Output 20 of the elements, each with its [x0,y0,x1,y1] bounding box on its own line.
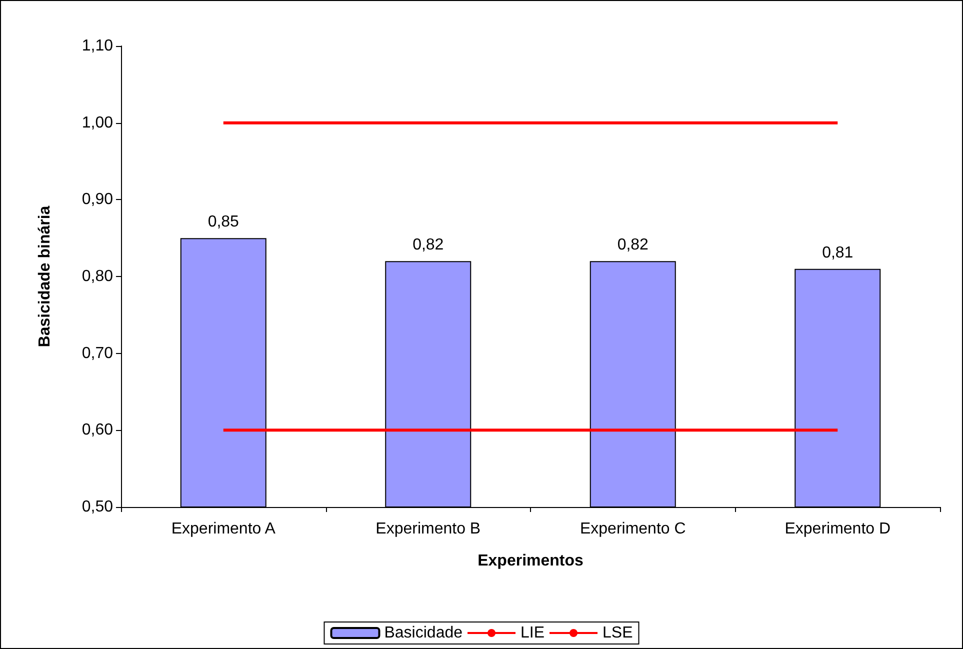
y-tick-label: 0,60 [82,422,114,439]
y-tick-label: 0,70 [82,344,114,362]
y-tick-label: 0,90 [82,191,114,208]
y-tick-label: 0,50 [82,498,114,516]
x-tick-label: Experimento D [784,520,891,538]
y-axis-title: Basicidade binária [36,206,54,348]
legend-label: LSE [602,624,633,642]
x-axis-title: Experimentos [478,552,584,570]
x-tick-label: Experimento B [376,520,481,538]
data-label: 0,85 [208,214,240,231]
y-tick-label: 1,10 [82,38,114,54]
legend-label: Basicidade [384,624,463,642]
legend-label: LIE [520,624,545,642]
data-label: 0,82 [617,236,649,254]
data-label: 0,82 [412,236,444,254]
x-tick-label: Experimento A [171,520,276,538]
data-label: 0,81 [822,244,854,262]
x-tick-label: Experimento C [580,520,686,538]
y-tick-label: 0,80 [82,268,114,285]
y-tick-label: 1,00 [82,114,114,132]
